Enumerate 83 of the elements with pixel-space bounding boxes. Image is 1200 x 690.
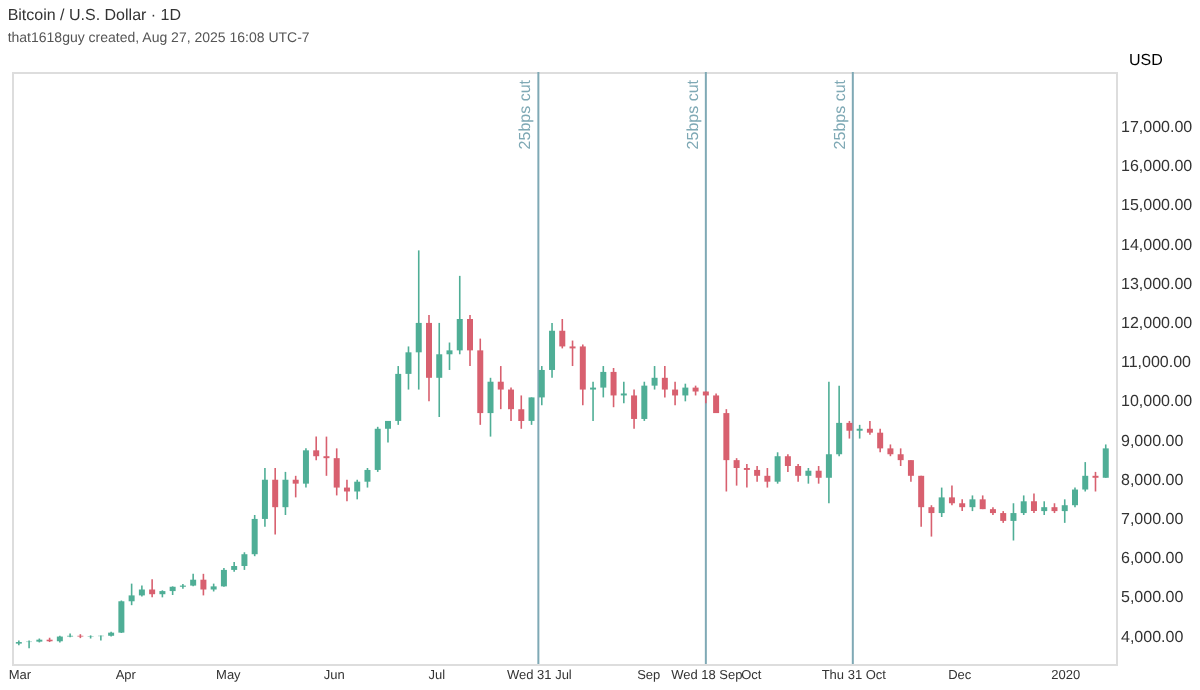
y-tick-label: 15,000.00 — [1121, 196, 1194, 215]
candlestick — [118, 599, 125, 634]
y-tick-label: 4,000.00 — [1121, 627, 1185, 646]
candlestick — [590, 380, 597, 422]
candlestick — [292, 475, 299, 499]
candlestick — [631, 388, 638, 430]
candlestick — [918, 475, 925, 528]
y-tick-label: 10,000.00 — [1121, 392, 1194, 411]
candlestick — [764, 467, 771, 489]
candlestick — [579, 343, 586, 407]
y-tick-label: 17,000.00 — [1121, 117, 1194, 136]
candlestick — [620, 380, 627, 405]
candlestick — [405, 345, 412, 391]
y-axis-title: USD — [1129, 51, 1164, 69]
candlestick — [497, 365, 504, 410]
y-tick-label: 9,000.00 — [1121, 431, 1185, 450]
candlestick — [261, 467, 268, 528]
chart-title: Bitcoin / U.S. Dollar · 1D — [7, 6, 182, 24]
candlestick — [1082, 461, 1089, 493]
candlestick — [948, 484, 955, 507]
candlestick — [272, 467, 279, 536]
candlestick — [1010, 502, 1017, 542]
candlestick — [1030, 492, 1037, 514]
candlestick — [743, 463, 750, 489]
candlestick — [1041, 500, 1048, 516]
y-tick-label: 7,000.00 — [1121, 509, 1185, 528]
candlestick — [723, 408, 730, 493]
candlestick — [569, 339, 576, 367]
candlestick — [877, 427, 884, 454]
candlestick — [600, 365, 607, 399]
candlestick — [610, 367, 617, 409]
candlestick — [907, 459, 914, 483]
candlestick — [200, 573, 207, 597]
candlestick — [836, 384, 843, 458]
candlestick — [866, 420, 873, 436]
candlestick — [487, 377, 494, 438]
candlestick — [251, 514, 258, 557]
candlestick — [282, 471, 289, 516]
y-tick-label: 8,000.00 — [1121, 470, 1185, 489]
candlestick — [1071, 486, 1078, 508]
candlestick — [774, 451, 781, 485]
candlestick — [928, 504, 935, 538]
candlestick — [938, 486, 945, 518]
ref-line-label: 25bps cut — [683, 78, 702, 150]
ref-line-label: 25bps cut — [516, 78, 535, 150]
candlestick — [128, 582, 135, 606]
candlestick — [1061, 498, 1068, 524]
candlestick — [733, 457, 740, 487]
y-tick-label: 13,000.00 — [1121, 274, 1194, 293]
candlestick — [528, 396, 535, 426]
candlestick — [313, 435, 320, 461]
candlestick — [559, 318, 566, 350]
candlestick — [538, 365, 545, 407]
candlestick — [456, 275, 463, 356]
y-tick-label: 11,000.00 — [1121, 353, 1193, 372]
candlestick — [446, 341, 453, 371]
candlestick — [651, 365, 658, 391]
y-tick-label: 5,000.00 — [1121, 588, 1185, 607]
candlestick — [323, 435, 330, 477]
candlestick — [508, 386, 515, 422]
candlestick — [220, 567, 227, 588]
candlestick — [364, 467, 371, 489]
candlestick — [518, 394, 525, 430]
candlestick — [354, 478, 361, 501]
candlestick — [549, 322, 556, 379]
candlestick — [1020, 494, 1027, 516]
candlestick — [641, 380, 648, 422]
candlestick — [415, 249, 422, 391]
candlestick — [1102, 443, 1109, 479]
candlestick — [333, 447, 340, 497]
candlestick — [302, 447, 309, 489]
candlestick — [825, 380, 832, 505]
candlestick — [436, 322, 443, 418]
candlestick — [374, 426, 381, 473]
candlestick — [395, 365, 402, 426]
candlestick — [467, 314, 474, 367]
ref-line-label: 25bps cut — [830, 78, 849, 150]
y-tick-label: 12,000.00 — [1121, 313, 1194, 332]
y-tick-label: 14,000.00 — [1121, 235, 1194, 254]
candlestick — [1092, 471, 1099, 493]
candlestick — [661, 365, 668, 399]
y-tick-label: 16,000.00 — [1121, 157, 1194, 176]
y-tick-label: 6,000.00 — [1121, 549, 1185, 568]
